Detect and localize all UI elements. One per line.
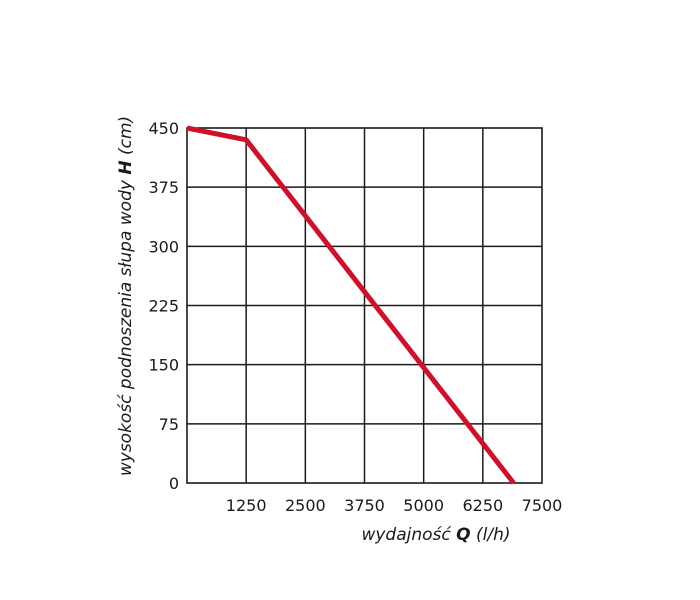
y-tick-label-225: 225: [148, 297, 179, 316]
y-tick-label-0: 0: [169, 474, 179, 493]
y-tick-label-450: 450: [148, 119, 179, 138]
y-tick-label-150: 150: [148, 356, 179, 375]
x-tick-label-6250: 6250: [462, 496, 503, 515]
x-tick-labels: 1250 2500 3750 5000 6250 7500: [226, 496, 563, 515]
y-tick-labels: 0 75 150 225 300 375 450: [148, 119, 179, 493]
x-tick-label-7500: 7500: [522, 496, 563, 515]
x-tick-label-1250: 1250: [226, 496, 267, 515]
x-tick-label-5000: 5000: [403, 496, 444, 515]
y-tick-label-375: 375: [148, 178, 179, 197]
grid: [186, 127, 543, 484]
series-layer: [186, 125, 516, 485]
y-tick-label-75: 75: [159, 415, 179, 434]
x-tick-label-3750: 3750: [344, 496, 385, 515]
x-axis-title: wydajność Q (l/h): [361, 525, 510, 545]
y-tick-label-300: 300: [148, 237, 179, 256]
plot-frame: [186, 127, 543, 484]
x-tick-label-2500: 2500: [285, 496, 326, 515]
y-axis-title: wysokość podnoszenia słupa wody H (cm): [116, 116, 136, 476]
